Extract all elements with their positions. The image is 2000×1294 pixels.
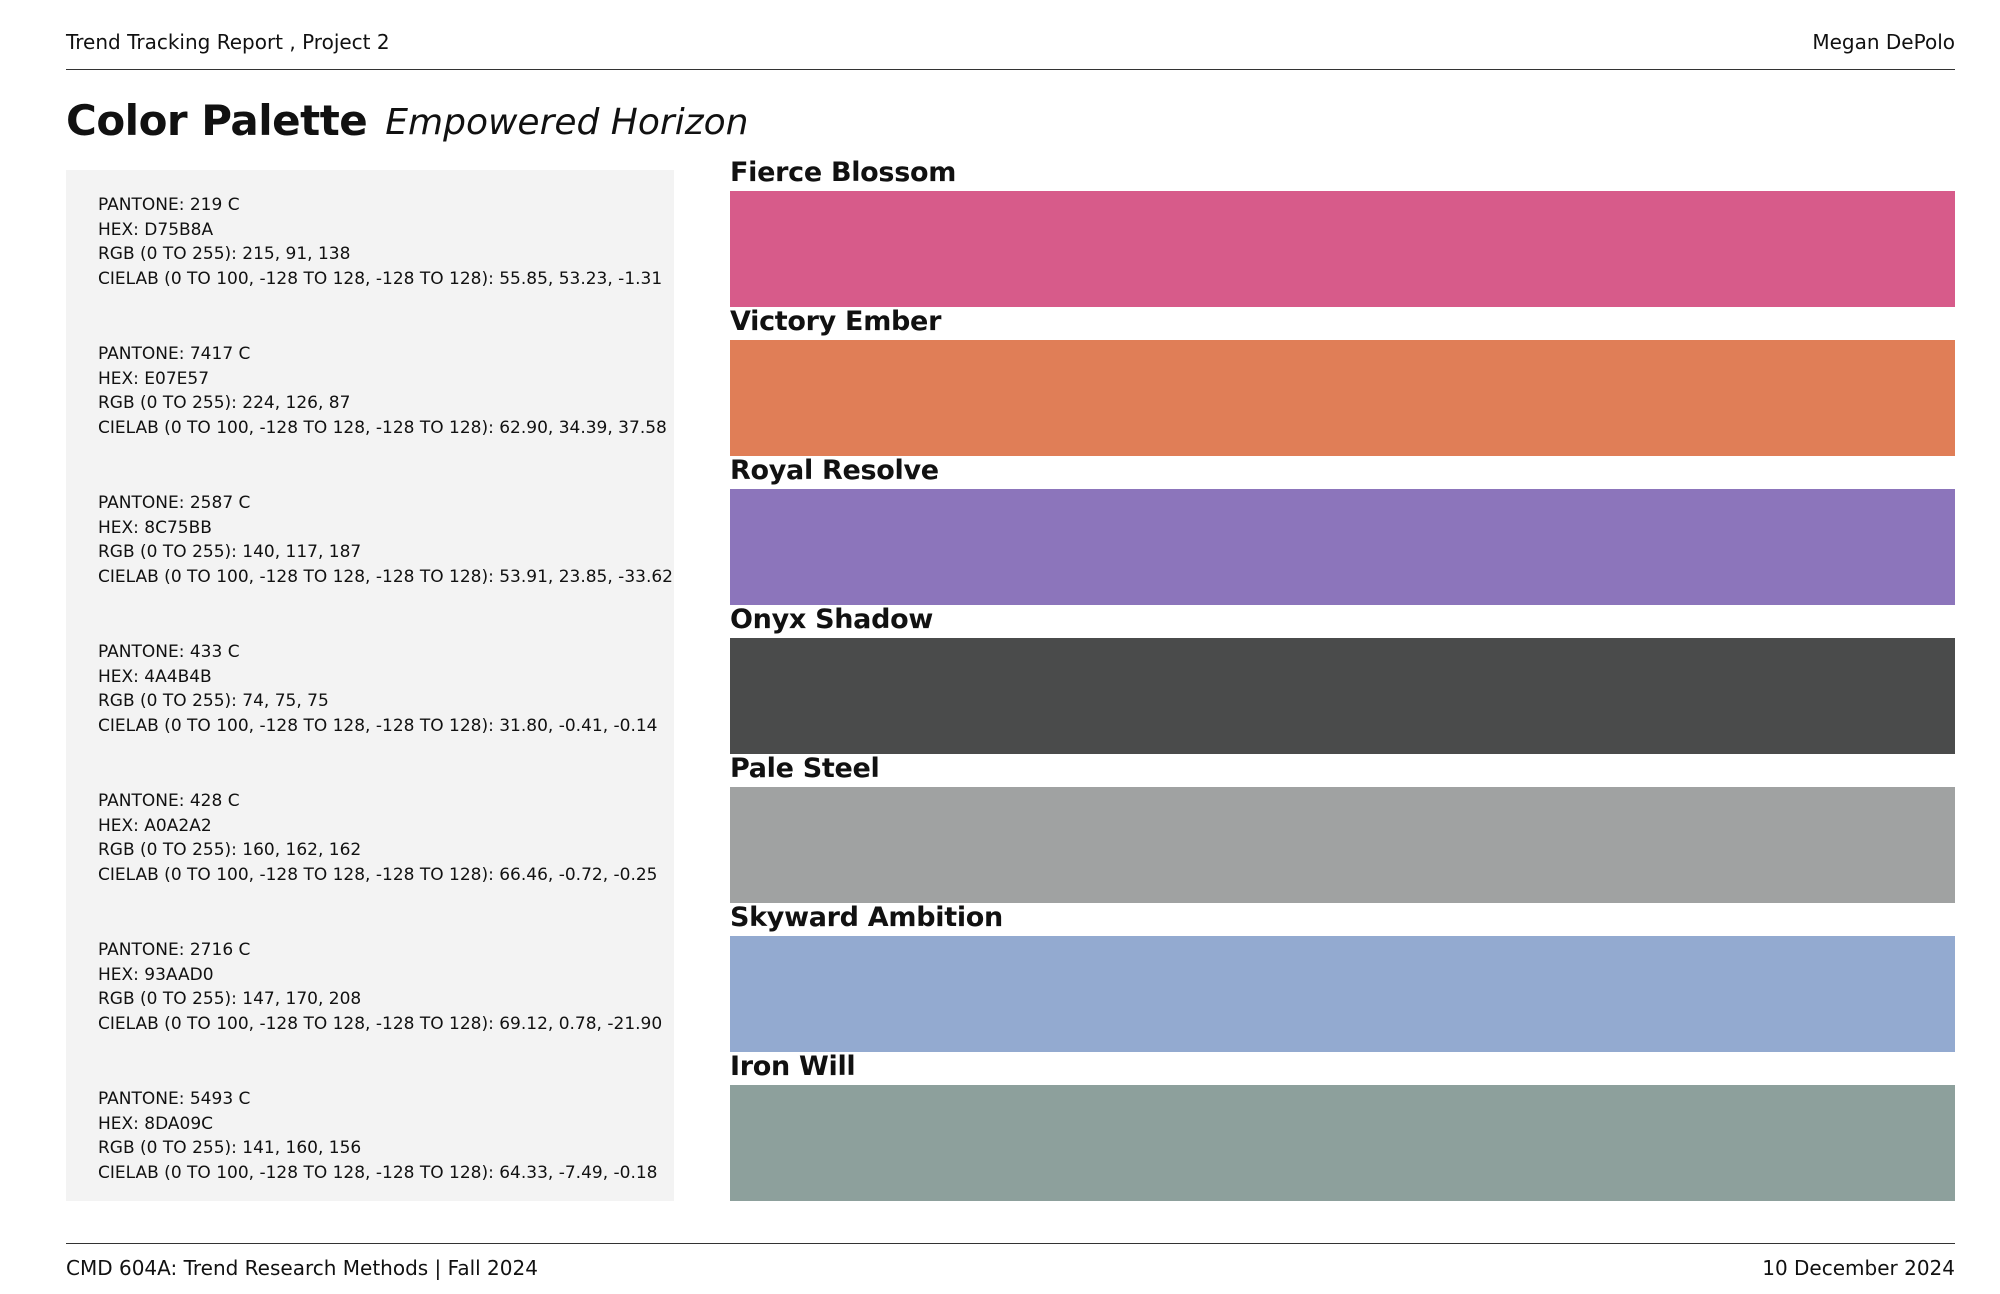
info-rgb: RGB (0 TO 255): 160, 162, 162 — [98, 840, 362, 860]
info-cielab: CIELAB (0 TO 100, -128 TO 128, -128 TO 1… — [98, 1162, 658, 1183]
color-swatch — [730, 638, 1955, 754]
page-title: Color Palette — [66, 96, 368, 145]
info-hex: HEX: A0A2A2 — [98, 815, 212, 836]
footer-rule — [66, 1243, 1955, 1244]
color-swatch — [730, 340, 1955, 456]
info-cielab: CIELAB (0 TO 100, -128 TO 128, -128 TO 1… — [98, 566, 673, 587]
footer-date: 10 December 2024 — [1762, 1256, 1955, 1280]
info-rgb: RGB (0 TO 255): 74, 75, 75 — [98, 691, 329, 711]
info-cielab: CIELAB (0 TO 100, -128 TO 128, -128 TO 1… — [98, 268, 663, 289]
color-name: Royal Resolve — [730, 455, 939, 486]
header-rule — [66, 69, 1955, 70]
info-pantone: PANTONE: 428 C — [98, 791, 240, 811]
color-info: PANTONE: 2716 C HEX: 93AAD0 RGB (0 TO 255)… — [98, 938, 662, 1036]
color-swatch — [730, 936, 1955, 1052]
info-pantone: PANTONE: 433 C — [98, 642, 240, 662]
info-hex: HEX: 93AAD0 — [98, 964, 214, 985]
color-info: PANTONE: 433 C HEX: 4A4B4B RGB (0 TO 255):… — [98, 640, 658, 738]
info-rgb: RGB (0 TO 255): 140, 117, 187 — [98, 542, 362, 562]
color-name: Iron Will — [730, 1051, 856, 1082]
color-name: Fierce Blossom — [730, 157, 957, 188]
color-name: Onyx Shadow — [730, 604, 933, 635]
info-cielab: CIELAB (0 TO 100, -128 TO 128, -128 TO 1… — [98, 1013, 663, 1034]
color-swatch — [730, 787, 1955, 903]
header-author: Megan DePolo — [1812, 30, 1955, 54]
color-info: PANTONE: 2587 C HEX: 8C75BB RGB (0 TO 255)… — [98, 491, 673, 589]
info-pantone: PANTONE: 5493 C — [98, 1089, 251, 1109]
color-name: Victory Ember — [730, 306, 942, 337]
color-swatch — [730, 489, 1955, 605]
info-rgb: RGB (0 TO 255): 215, 91, 138 — [98, 244, 351, 264]
info-pantone: PANTONE: 2587 C — [98, 493, 251, 513]
header-title: Trend Tracking Report , Project 2 — [66, 30, 390, 54]
info-panel — [66, 170, 674, 1201]
color-swatch — [730, 191, 1955, 307]
info-pantone: PANTONE: 2716 C — [98, 940, 251, 960]
color-info: PANTONE: 5493 C HEX: 8DA09C RGB (0 TO 255)… — [98, 1087, 658, 1185]
color-info: PANTONE: 7417 C HEX: E07E57 RGB (0 TO 255)… — [98, 342, 667, 440]
color-swatch — [730, 1085, 1955, 1201]
info-cielab: CIELAB (0 TO 100, -128 TO 128, -128 TO 1… — [98, 417, 667, 438]
info-pantone: PANTONE: 219 C — [98, 195, 240, 215]
info-hex: HEX: 8C75BB — [98, 517, 212, 538]
info-rgb: RGB (0 TO 255): 224, 126, 87 — [98, 393, 351, 413]
page-subtitle: Empowered Horizon — [385, 102, 749, 143]
info-rgb: RGB (0 TO 255): 141, 160, 156 — [98, 1138, 362, 1158]
color-name: Skyward Ambition — [730, 902, 1003, 933]
info-cielab: CIELAB (0 TO 100, -128 TO 128, -128 TO 1… — [98, 715, 658, 736]
color-info: PANTONE: 219 C HEX: D75B8A RGB (0 TO 255):… — [98, 193, 662, 291]
color-name: Pale Steel — [730, 753, 880, 784]
info-rgb: RGB (0 TO 255): 147, 170, 208 — [98, 989, 362, 1009]
info-pantone: PANTONE: 7417 C — [98, 344, 251, 364]
footer-course: CMD 604A: Trend Research Methods | Fall … — [66, 1256, 538, 1280]
color-info: PANTONE: 428 C HEX: A0A2A2 RGB (0 TO 255):… — [98, 789, 658, 887]
info-hex: HEX: 8DA09C — [98, 1113, 214, 1134]
info-hex: HEX: D75B8A — [98, 219, 214, 240]
info-cielab: CIELAB (0 TO 100, -128 TO 128, -128 TO 1… — [98, 864, 658, 885]
info-hex: HEX: 4A4B4B — [98, 666, 212, 687]
info-hex: HEX: E07E57 — [98, 368, 210, 389]
